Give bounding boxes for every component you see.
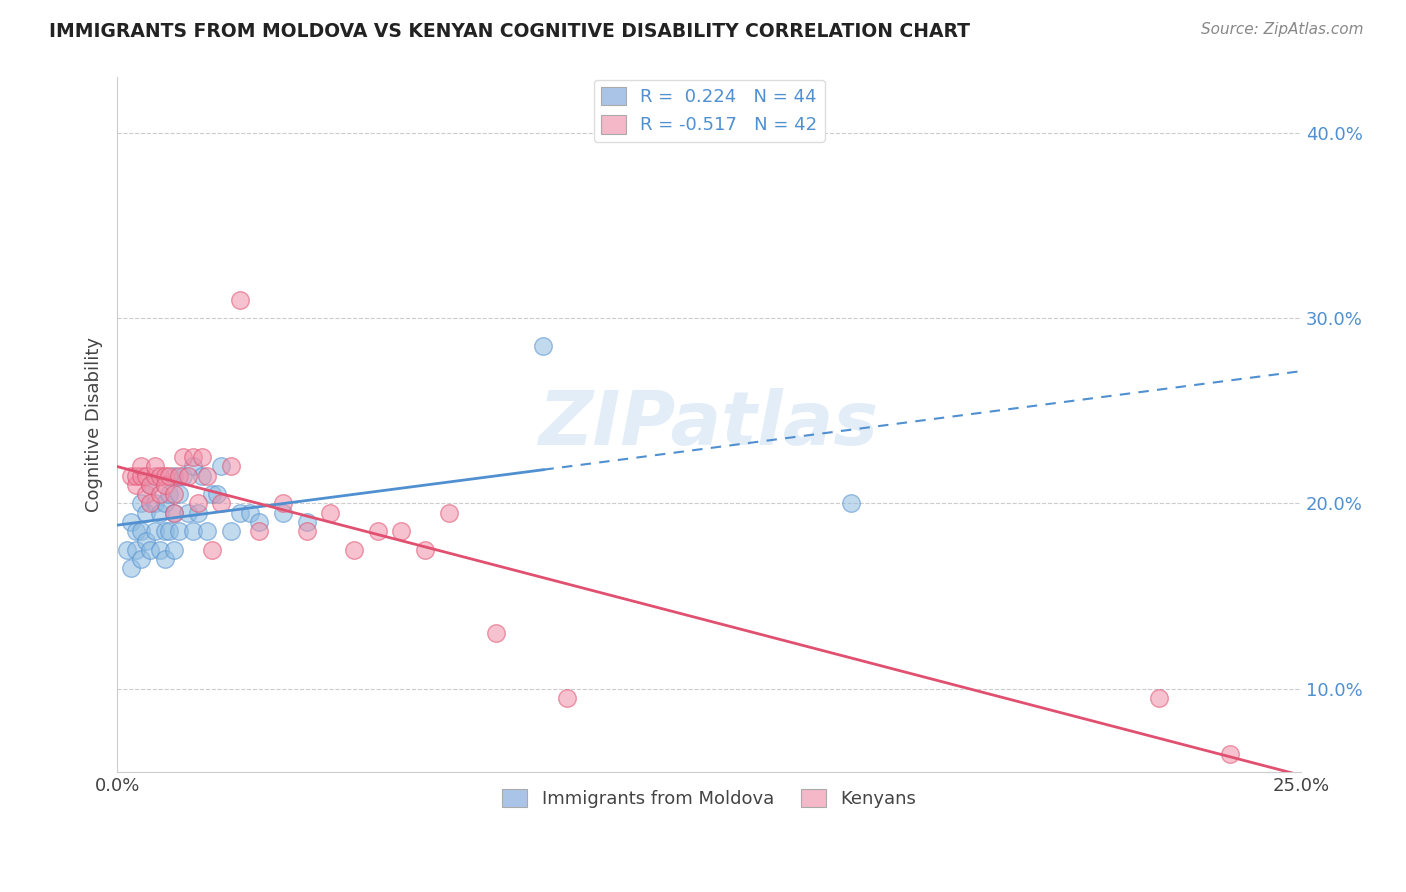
Point xyxy=(167,487,190,501)
Point xyxy=(173,450,195,465)
Point xyxy=(229,293,252,307)
Point xyxy=(229,506,252,520)
Point xyxy=(271,506,294,520)
Point xyxy=(153,524,176,539)
Point xyxy=(135,506,157,520)
Point xyxy=(201,487,224,501)
Point xyxy=(191,468,214,483)
Point xyxy=(153,496,176,510)
Point xyxy=(135,468,157,483)
Point xyxy=(209,459,232,474)
Point xyxy=(163,468,186,483)
Point xyxy=(177,468,200,483)
Point xyxy=(143,524,166,539)
Point xyxy=(120,515,142,529)
Point xyxy=(125,478,148,492)
Point xyxy=(125,524,148,539)
Point xyxy=(195,524,218,539)
Point xyxy=(209,496,232,510)
Point xyxy=(149,542,172,557)
Point xyxy=(129,468,152,483)
Point xyxy=(153,468,176,483)
Point xyxy=(157,524,180,539)
Point xyxy=(163,487,186,501)
Point xyxy=(205,487,228,501)
Point xyxy=(125,542,148,557)
Point xyxy=(163,506,186,520)
Y-axis label: Cognitive Disability: Cognitive Disability xyxy=(86,337,103,512)
Point xyxy=(191,450,214,465)
Point xyxy=(163,542,186,557)
Point xyxy=(115,542,138,557)
Point xyxy=(1147,690,1170,705)
Point xyxy=(120,561,142,575)
Point xyxy=(367,524,389,539)
Point xyxy=(120,468,142,483)
Point xyxy=(295,515,318,529)
Point xyxy=(319,506,342,520)
Point xyxy=(201,542,224,557)
Point xyxy=(485,626,508,640)
Point xyxy=(219,524,242,539)
Point xyxy=(839,496,862,510)
Point xyxy=(247,515,270,529)
Point xyxy=(187,496,209,510)
Point xyxy=(173,468,195,483)
Point xyxy=(219,459,242,474)
Point xyxy=(143,459,166,474)
Point xyxy=(177,506,200,520)
Point xyxy=(153,552,176,566)
Point xyxy=(167,468,190,483)
Point xyxy=(181,524,204,539)
Point xyxy=(239,506,262,520)
Point xyxy=(531,339,554,353)
Point xyxy=(413,542,436,557)
Point xyxy=(247,524,270,539)
Point xyxy=(157,487,180,501)
Point xyxy=(157,468,180,483)
Point xyxy=(125,468,148,483)
Point xyxy=(143,496,166,510)
Point xyxy=(1219,747,1241,761)
Text: Source: ZipAtlas.com: Source: ZipAtlas.com xyxy=(1201,22,1364,37)
Point xyxy=(139,542,162,557)
Point xyxy=(139,478,162,492)
Point xyxy=(167,524,190,539)
Point xyxy=(343,542,366,557)
Text: IMMIGRANTS FROM MOLDOVA VS KENYAN COGNITIVE DISABILITY CORRELATION CHART: IMMIGRANTS FROM MOLDOVA VS KENYAN COGNIT… xyxy=(49,22,970,41)
Point xyxy=(295,524,318,539)
Point xyxy=(139,496,162,510)
Point xyxy=(181,450,204,465)
Point xyxy=(129,524,152,539)
Point xyxy=(135,533,157,548)
Point xyxy=(135,487,157,501)
Point xyxy=(163,506,186,520)
Point xyxy=(143,468,166,483)
Legend: Immigrants from Moldova, Kenyans: Immigrants from Moldova, Kenyans xyxy=(495,781,924,815)
Point xyxy=(129,496,152,510)
Point xyxy=(129,552,152,566)
Point xyxy=(153,478,176,492)
Point xyxy=(187,506,209,520)
Point xyxy=(271,496,294,510)
Point xyxy=(129,459,152,474)
Point xyxy=(149,506,172,520)
Text: ZIPatlas: ZIPatlas xyxy=(538,388,879,461)
Point xyxy=(389,524,412,539)
Point xyxy=(181,459,204,474)
Point xyxy=(149,468,172,483)
Point xyxy=(149,487,172,501)
Point xyxy=(195,468,218,483)
Point xyxy=(555,690,578,705)
Point xyxy=(437,506,460,520)
Point xyxy=(139,478,162,492)
